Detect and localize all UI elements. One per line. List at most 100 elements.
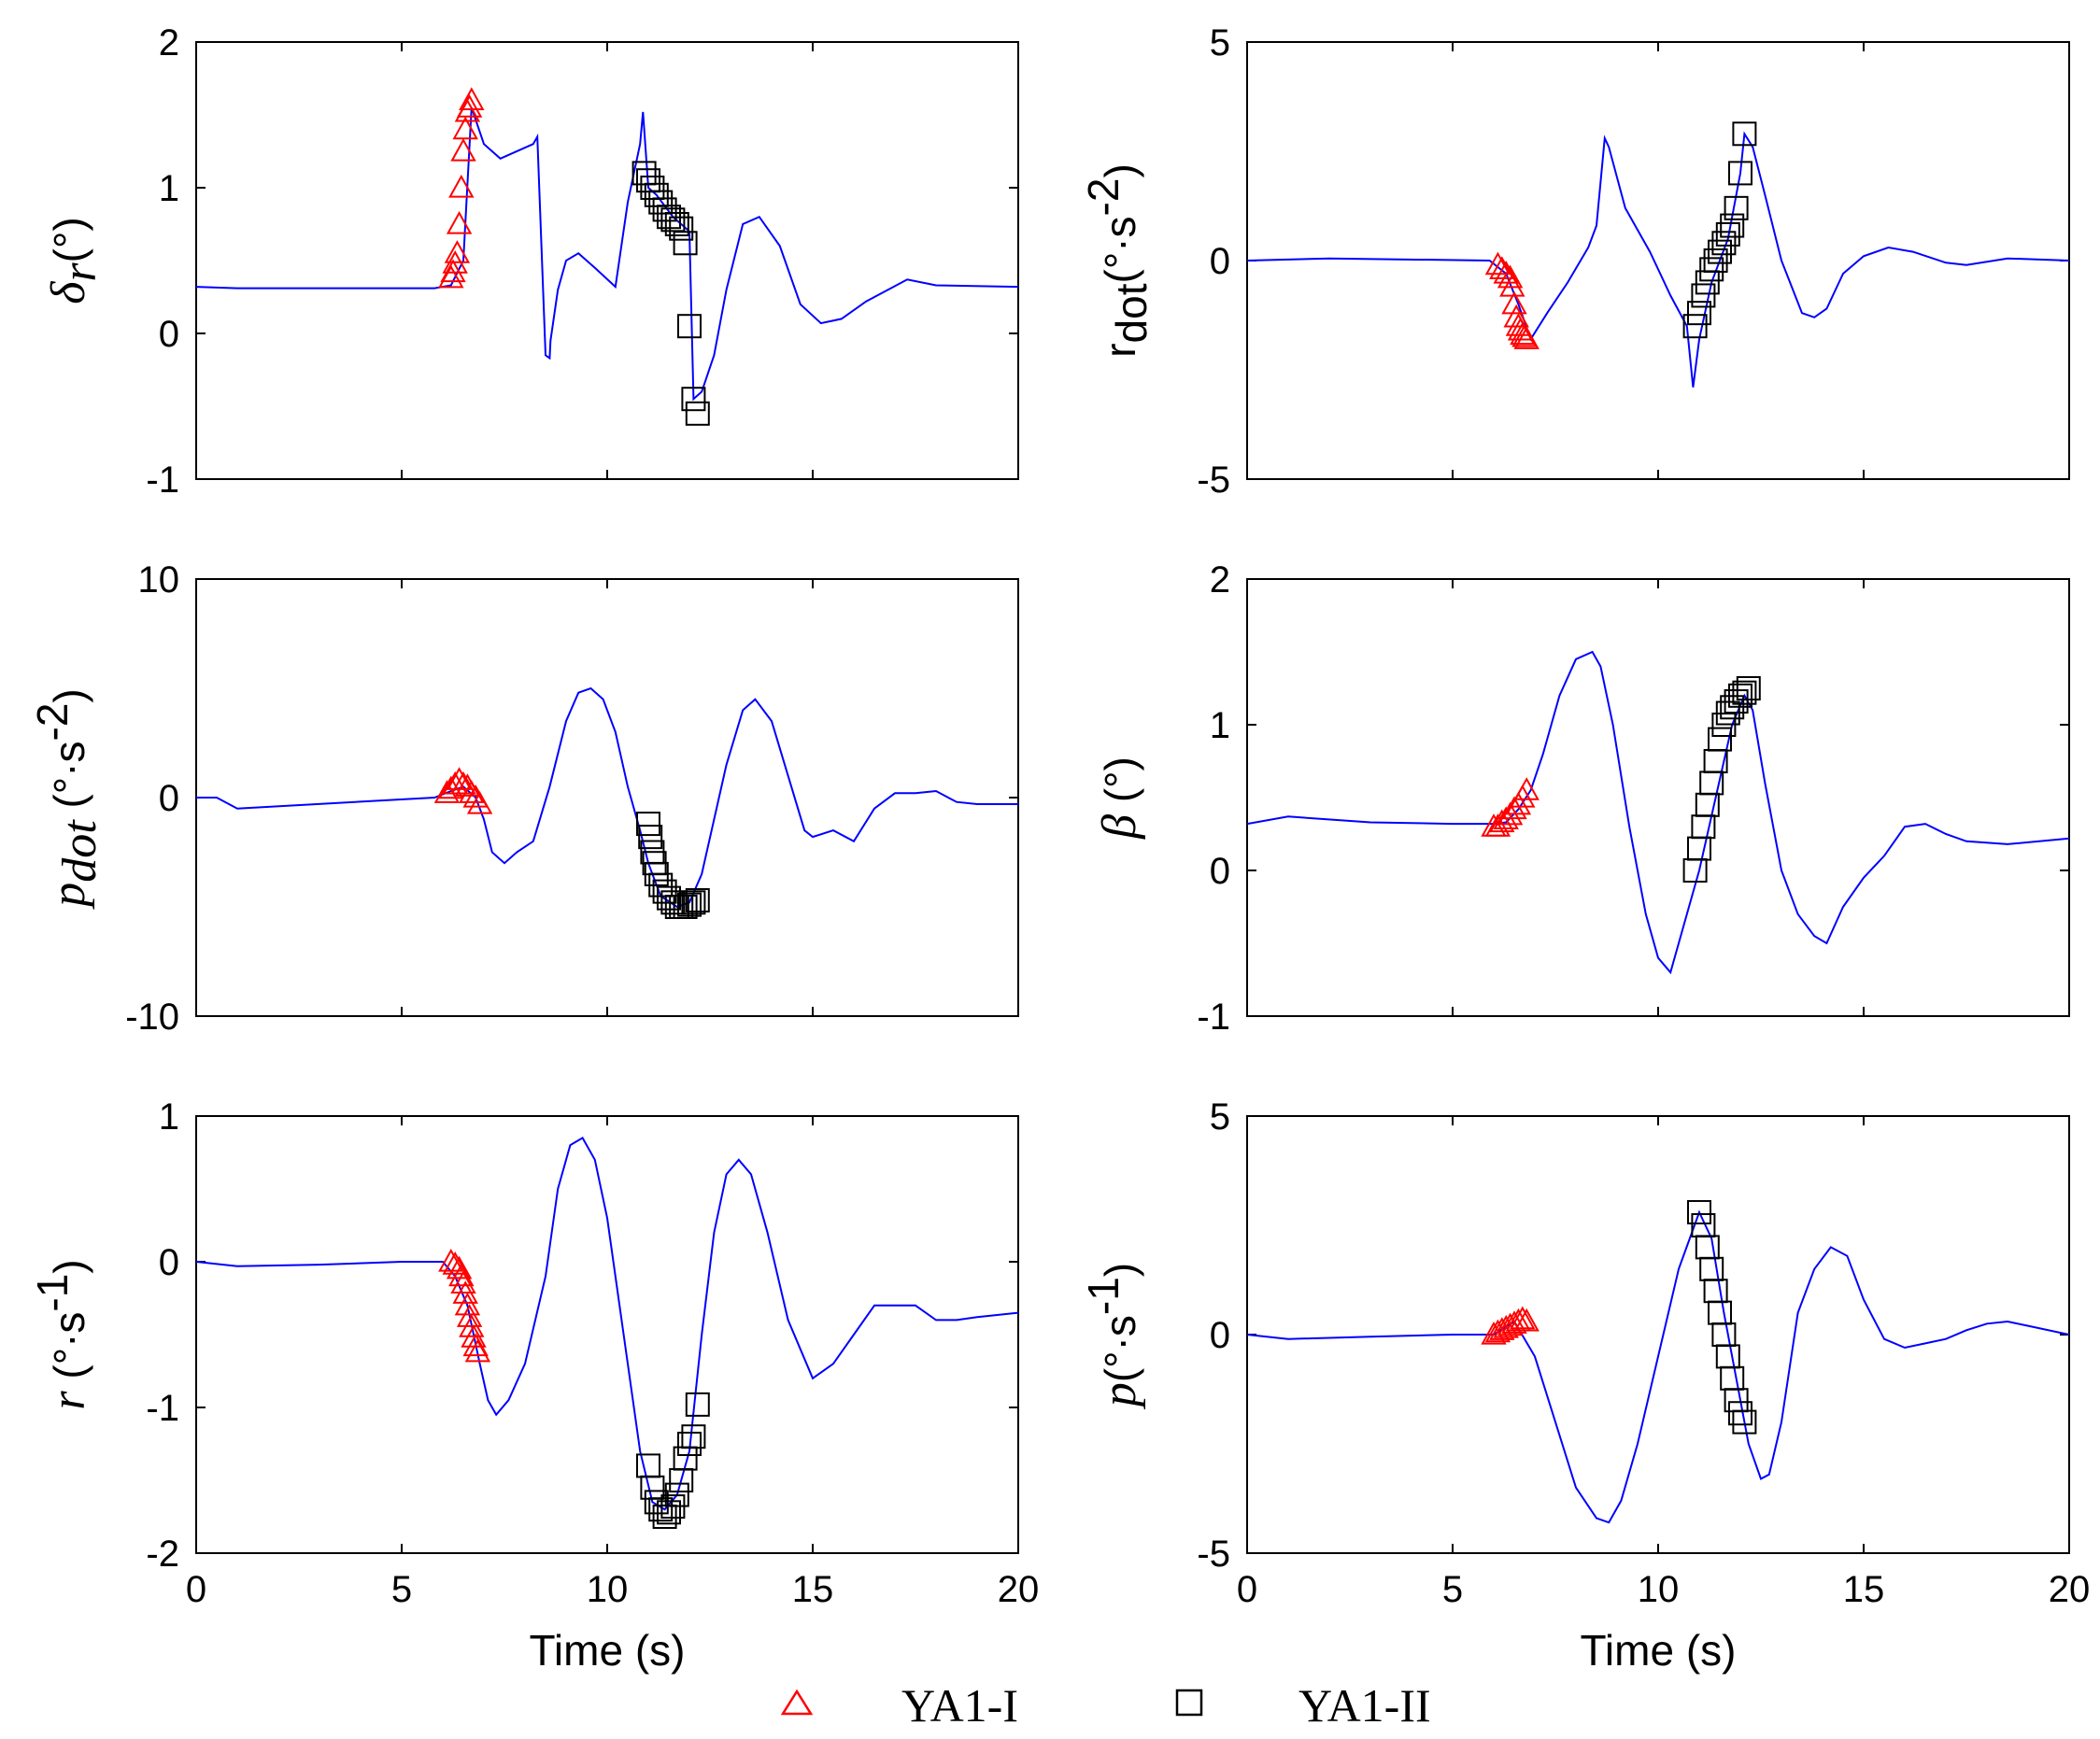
p2-marker-ya1-ii-11 (1728, 161, 1752, 186)
p5-marker-ya1-i-5 (452, 1280, 478, 1304)
p2-ylabel: rdot(°·s-2) (1079, 163, 1156, 358)
p1-axes-frame (195, 41, 1019, 480)
p2-marker-ya1-ii-0 (1682, 314, 1708, 339)
p4-marker-ya1-ii-0 (1682, 858, 1708, 883)
p5-marker-ya1-i-8 (459, 1314, 485, 1337)
p5-ytick-label-2: 0 (159, 1242, 179, 1283)
p5-ylabel: r (°·s-1) (28, 1259, 95, 1409)
p6-xtick-label-1: 5 (1442, 1569, 1463, 1610)
p1-marker-ya1-i-0 (438, 264, 464, 289)
p2-marker-ya1-ii-2 (1691, 283, 1716, 308)
p5-marker-ya1-ii-12 (685, 1392, 710, 1417)
p3-series-line-0 (196, 686, 1018, 909)
p5-marker-ya1-i-6 (454, 1292, 481, 1316)
p6-ylabel: p(°·s-1) (1079, 1263, 1146, 1410)
p5-marker-ya1-ii-7 (664, 1482, 689, 1507)
p6-marker-ya1-i-7 (1510, 1306, 1536, 1330)
p1-marker-ya1-ii-5 (652, 197, 677, 222)
p5-xtick-label-2: 10 (587, 1569, 629, 1610)
p4-marker-ya1-i-1 (1484, 813, 1511, 837)
p1-marker-ya1-i-7 (452, 116, 478, 140)
p3-ytick-label-2: 10 (138, 559, 180, 601)
p2-series-line-0 (1247, 131, 2069, 388)
p6-axes-frame (1246, 1115, 2070, 1554)
p5-marker-ya1-ii-5 (657, 1500, 681, 1525)
p5-marker-ya1-ii-0 (636, 1453, 660, 1478)
p2-marker-ya1-ii-8 (1715, 221, 1740, 247)
p2-marker-ya1-ii-7 (1711, 231, 1737, 256)
p4-marker-ya1-ii-11 (1728, 683, 1752, 708)
p1-marker-ya1-i-9 (456, 94, 483, 118)
p6-marker-ya1-ii-10 (1728, 1401, 1752, 1426)
p1-marker-ya1-ii-12 (681, 387, 706, 412)
p6-ytick-label-0: -5 (1197, 1534, 1230, 1575)
p5-xtick-label-3: 15 (792, 1569, 834, 1610)
p3-marker-ya1-ii-13 (681, 890, 706, 915)
p1-ytick-label-3: 2 (159, 22, 179, 64)
p6-xtick-label-4: 20 (2049, 1569, 2091, 1610)
p5-xtick-label-1: 5 (391, 1569, 412, 1610)
p2-marker-ya1-i-5 (1501, 290, 1527, 315)
p2-marker-ya1-ii-4 (1699, 257, 1724, 282)
p2-axes-frame (1246, 41, 2070, 480)
p1-marker-ya1-ii-7 (660, 207, 686, 233)
p5-marker-ya1-ii-10 (677, 1432, 702, 1456)
p3-ytick-label-0: -10 (125, 997, 179, 1038)
p6-marker-ya1-i-8 (1513, 1308, 1540, 1332)
p2-ytick-label-1: 0 (1210, 241, 1230, 282)
p4-marker-ya1-ii-10 (1724, 689, 1749, 714)
legend-triangle-marker (780, 1689, 814, 1716)
legend-square-marker (1175, 1689, 1203, 1717)
p6-xtick-label-3: 15 (1843, 1569, 1885, 1610)
p5-marker-ya1-i-7 (456, 1304, 483, 1327)
p4-marker-ya1-ii-6 (1708, 727, 1732, 752)
p1-marker-ya1-ii-13 (685, 401, 710, 426)
p2-marker-ya1-ii-1 (1687, 301, 1711, 326)
p1-marker-ya1-i-5 (448, 174, 475, 198)
p3-marker-ya1-ii-11 (673, 895, 698, 919)
legend-label-a: YA1-I (901, 1679, 1018, 1732)
p4-ytick-label-3: 2 (1210, 559, 1230, 601)
p5-marker-ya1-ii-3 (648, 1497, 674, 1522)
p3-ytick-label-1: 0 (159, 778, 179, 819)
chart-panel-1: -1 0 1 2 δr(°) (42, 22, 1019, 501)
p1-marker-ya1-ii-0 (631, 161, 657, 186)
p1-ylabel: δr(°) (42, 217, 106, 304)
p3-marker-ya1-ii-7 (657, 885, 681, 911)
p4-ytick-label-0: -1 (1197, 997, 1230, 1038)
p6-marker-ya1-i-4 (1497, 1312, 1524, 1336)
p1-marker-ya1-i-1 (440, 259, 466, 283)
chart-panel-3: -10 0 10 pdot (°·s-2) (28, 559, 1019, 1038)
p2-marker-ya1-ii-12 (1732, 121, 1757, 147)
p1-marker-ya1-i-4 (446, 210, 473, 234)
p6-marker-ya1-ii-6 (1711, 1322, 1737, 1347)
p5-marker-ya1-i-4 (450, 1270, 476, 1294)
p1-marker-ya1-ii-1 (636, 168, 660, 193)
p2-marker-ya1-ii-6 (1708, 239, 1732, 264)
p4-marker-ya1-i-8 (1513, 777, 1540, 800)
p3-marker-ya1-ii-5 (648, 872, 674, 898)
p2-marker-ya1-i-2 (1493, 260, 1519, 284)
p5-axes-frame (195, 1115, 1019, 1554)
p5-marker-ya1-i-11 (464, 1338, 491, 1363)
p5-marker-ya1-ii-4 (652, 1505, 677, 1529)
p2-marker-ya1-ii-9 (1720, 213, 1745, 238)
p3-marker-ya1-i-1 (438, 775, 464, 799)
p4-ytick-label-2: 1 (1210, 705, 1230, 746)
p6-marker-ya1-ii-0 (1687, 1199, 1711, 1224)
p5-marker-ya1-i-3 (448, 1263, 475, 1287)
p3-marker-ya1-ii-8 (660, 890, 686, 915)
p5-ytick-label-1: -1 (146, 1388, 179, 1429)
p1-ytick-label-2: 1 (159, 168, 179, 209)
p4-marker-ya1-i-5 (1501, 796, 1527, 820)
p6-series-line-0 (1247, 1209, 2069, 1524)
p5-xtick-label-4: 20 (998, 1569, 1040, 1610)
p6-marker-ya1-ii-4 (1703, 1279, 1728, 1304)
p6-marker-ya1-ii-8 (1720, 1365, 1745, 1391)
p2-marker-ya1-i-1 (1489, 256, 1515, 279)
chart-panel-4: -1 0 1 2 β (°) (1093, 559, 2070, 1038)
p4-ytick-label-1: 0 (1210, 851, 1230, 892)
